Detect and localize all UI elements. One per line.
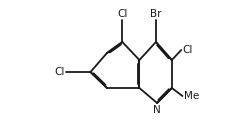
Text: Cl: Cl [183, 45, 193, 55]
Text: Cl: Cl [54, 67, 64, 77]
Text: Me: Me [184, 91, 199, 101]
Text: Br: Br [150, 9, 162, 19]
Text: N: N [153, 105, 161, 115]
Text: Cl: Cl [117, 9, 128, 19]
